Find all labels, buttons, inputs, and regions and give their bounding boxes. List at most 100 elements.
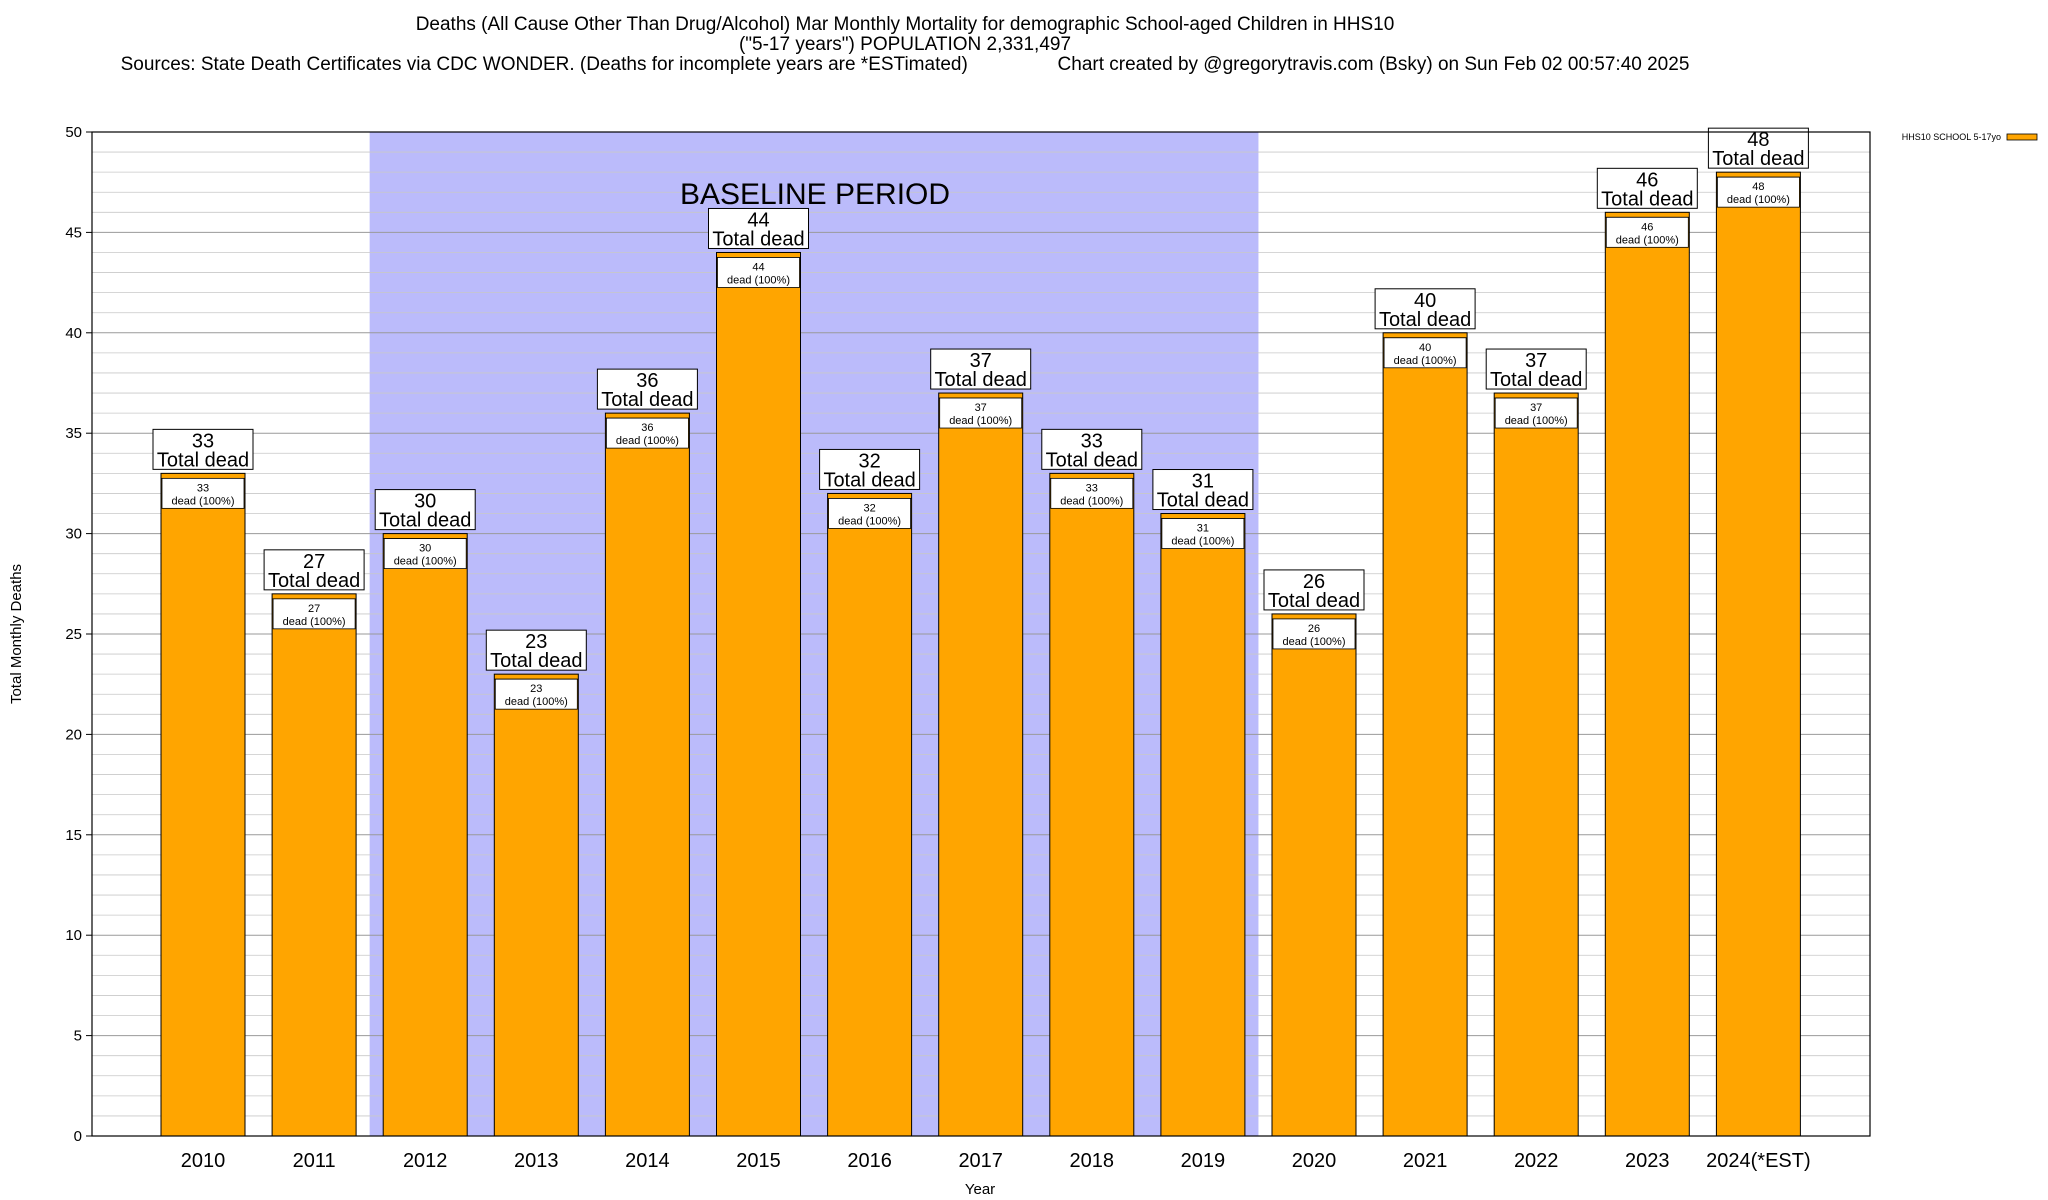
inner-label-value: 27	[308, 603, 320, 615]
top-label-text: Total dead	[157, 449, 249, 471]
top-label-value: 33	[192, 430, 214, 452]
inner-label-text: dead (100%)	[394, 556, 457, 568]
top-label-box	[1707, 127, 1809, 169]
top-label-text: Total dead	[1268, 590, 1360, 612]
top-label-text: Total dead	[1490, 369, 1582, 391]
chart-title: Deaths (All Cause Other Than Drug/Alcoho…	[415, 14, 1395, 35]
baseline-period-label: BASELINE PERIOD	[680, 178, 950, 211]
top-label-value: 26	[1303, 571, 1325, 593]
chart-subtitle-population: ("5-17 years") POPULATION 2,331,497	[738, 34, 1072, 55]
bar-2018	[1049, 472, 1135, 1137]
top-label-text: Total dead	[379, 510, 471, 532]
top-label-box	[819, 448, 921, 490]
inner-label-box	[1272, 618, 1356, 650]
y-tick-label: 25	[65, 626, 82, 643]
top-label-value: 46	[1636, 169, 1658, 191]
x-tick-label: 2019	[1181, 1150, 1226, 1172]
inner-label-box	[272, 598, 356, 630]
x-tick-label: 2012	[403, 1150, 448, 1172]
inner-label-text: dead (100%)	[1727, 194, 1790, 206]
top-label-text: Total dead	[1601, 188, 1693, 210]
inner-label-text: dead (100%)	[1505, 415, 1568, 427]
x-tick-label: 2011	[293, 1150, 336, 1172]
top-label-value: 32	[858, 450, 880, 472]
y-tick-label: 10	[65, 927, 82, 944]
top-label-text: Total dead	[490, 650, 582, 672]
inner-label-text: dead (100%)	[1394, 355, 1457, 367]
bars	[160, 171, 1801, 1137]
bar-2022	[1493, 392, 1579, 1137]
x-tick-label: 2010	[181, 1150, 226, 1172]
bar-2014	[604, 412, 690, 1137]
inner-label-text: dead (100%)	[727, 274, 790, 286]
inner-label-box	[1717, 176, 1800, 208]
y-tick-label: 30	[65, 526, 82, 543]
y-tick-label: 50	[65, 124, 82, 141]
top-label-value: 44	[747, 209, 769, 231]
x-tick-label: 2018	[1070, 1150, 1115, 1172]
top-label-value: 37	[970, 350, 992, 372]
top-label-box	[152, 428, 254, 470]
inner-label-value: 37	[1530, 402, 1542, 414]
inner-label-box	[383, 538, 467, 569]
y-tick-label: 5	[74, 1028, 82, 1045]
x-tick-label: 2020	[1292, 1150, 1337, 1172]
top-label-value: 30	[414, 491, 436, 513]
inner-label-text: dead (100%)	[172, 495, 235, 507]
top-label-box	[1152, 469, 1254, 511]
inner-label-box	[161, 477, 245, 509]
top-label-text: Total dead	[1046, 449, 1138, 471]
y-tick-label: 35	[65, 425, 82, 442]
top-label-value: 31	[1192, 471, 1214, 493]
bar-2016	[827, 492, 913, 1137]
inner-label-text: dead (100%)	[616, 435, 679, 447]
y-tick-label: 15	[65, 827, 82, 844]
legend-swatch	[2006, 133, 2038, 141]
bar-2010	[160, 472, 246, 1137]
inner-label-value: 23	[530, 683, 542, 695]
x-tick-label: 2023	[1625, 1150, 1670, 1172]
inner-label-box	[1383, 337, 1467, 369]
x-tick-label: 2017	[958, 1150, 1003, 1172]
inner-label-text: dead (100%)	[505, 696, 568, 708]
inner-label-value: 32	[863, 502, 875, 514]
top-label-value: 33	[1081, 430, 1103, 452]
axes: 0 5 10 15 20 25 30 35 40 45 50 2010 2011 2012 2013 2014…	[65, 124, 1871, 1172]
legend: HHS10 SCHOOL 5-17yo	[1902, 132, 2038, 142]
x-tick-label: 2016	[847, 1150, 892, 1172]
top-label-text: Total dead	[712, 228, 804, 250]
x-axis-title: Year	[965, 1181, 995, 1198]
chart-sources-credit: Sources: State Death Certificates via CD…	[120, 54, 1690, 75]
inner-label-value: 26	[1308, 623, 1320, 635]
inner-label-box	[1605, 216, 1689, 248]
y-tick-label: 45	[65, 224, 82, 241]
top-label-box	[485, 629, 587, 671]
top-label-box	[1485, 348, 1587, 390]
inner-label-text: dead (100%)	[1171, 536, 1234, 548]
inner-label-text: dead (100%)	[1283, 636, 1346, 648]
x-tick-label: 2024(*EST)	[1706, 1150, 1811, 1172]
inner-label-box	[1494, 397, 1578, 429]
inner-label-box	[1050, 477, 1134, 509]
bar-2019	[1160, 513, 1246, 1137]
bar-2021	[1382, 332, 1468, 1137]
top-label-text: Total dead	[601, 389, 693, 411]
top-label-value: 48	[1747, 129, 1769, 151]
inner-label-value: 48	[1752, 181, 1764, 193]
top-label-text: Total dead	[1157, 490, 1249, 512]
inner-label-value: 30	[419, 543, 431, 555]
top-label-text: Total dead	[935, 369, 1027, 391]
top-label-value: 27	[303, 551, 325, 573]
inner-label-value: 40	[1419, 342, 1431, 354]
top-label-value: 36	[636, 370, 658, 392]
y-tick-label: 0	[74, 1128, 82, 1145]
y-tick-label: 20	[65, 726, 82, 743]
top-label-text: Total dead	[268, 570, 360, 592]
top-label-box	[263, 549, 365, 591]
inner-label-value: 46	[1641, 221, 1653, 233]
legend-label: HHS10 SCHOOL 5-17yo	[1902, 132, 2001, 142]
x-tick-label: 2014	[625, 1150, 670, 1172]
top-label-value: 37	[1525, 350, 1547, 372]
